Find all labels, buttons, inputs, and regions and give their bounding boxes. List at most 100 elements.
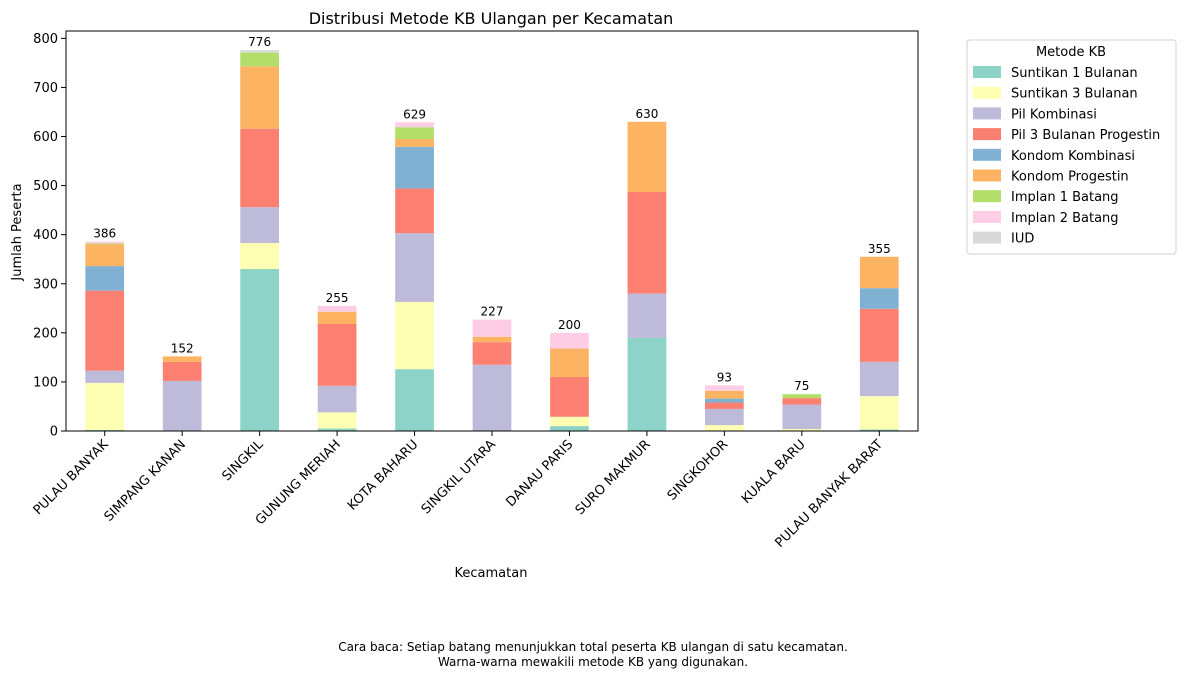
bar-singkil-kondom-progestin <box>240 66 279 129</box>
legend-swatch-kondom-kombinasi <box>973 148 1001 161</box>
y-tick-label: 700 <box>33 81 58 96</box>
bar-kota-baharu-implan-2-batang <box>395 122 434 128</box>
bar-singkohor-kondom-kombinasi <box>705 398 744 403</box>
bar-suro-makmur-pil-kombinasi <box>627 293 667 338</box>
bar-kuala-baru-suntikan-3-bulanan <box>782 429 822 431</box>
bar-singkil-implan-1-batang <box>240 52 279 67</box>
x-tick-label-pulau-banyak: PULAU BANYAK <box>31 437 112 518</box>
y-tick-label: 300 <box>33 277 58 292</box>
bar-suro-makmur-pil-3-bulanan-progestin <box>627 191 667 294</box>
total-label-singkohor: 93 <box>717 370 732 384</box>
y-tick-label: 0 <box>50 425 58 440</box>
bar-pulau-banyak-barat-pil-3-bulanan-progestin <box>859 308 899 362</box>
bar-singkil-utara-pil-kombinasi <box>472 364 512 431</box>
total-label-kuala-baru: 75 <box>794 379 809 393</box>
bar-pulau-banyak-implan-1-batang <box>85 243 125 245</box>
bar-gunung-meriah-pil-kombinasi <box>317 385 357 413</box>
bar-kuala-baru-pil-kombinasi <box>782 404 822 430</box>
legend-swatch-kondom-progestin <box>973 169 1001 182</box>
bars-layer <box>85 50 899 431</box>
bar-kuala-baru-pil-3-bulanan-progestin <box>782 398 822 405</box>
bar-singkohor-kondom-progestin <box>705 390 744 399</box>
bar-suro-makmur-kondom-progestin <box>627 121 667 192</box>
bar-pulau-banyak-barat-suntikan-1-bulanan <box>859 429 899 431</box>
bar-danau-paris-suntikan-1-bulanan <box>550 426 589 431</box>
bar-gunung-meriah-suntikan-1-bulanan <box>317 428 357 431</box>
total-label-pulau-banyak: 386 <box>93 227 116 241</box>
bar-kota-baharu-pil-kombinasi <box>395 233 434 302</box>
bar-gunung-meriah-suntikan-3-bulanan <box>317 412 357 429</box>
bar-suro-makmur-suntikan-1-bulanan <box>627 337 667 431</box>
bar-pulau-banyak-implan-2-batang <box>85 241 125 244</box>
bar-danau-paris-kondom-progestin <box>550 348 589 378</box>
legend-label-implan-2-batang: Implan 2 Batang <box>1011 211 1119 226</box>
bar-singkil-suntikan-1-bulanan <box>240 269 279 431</box>
legend-title: Metode KB <box>1036 45 1106 60</box>
total-label-gunung-meriah: 255 <box>326 291 349 305</box>
y-tick-label: 500 <box>33 179 58 194</box>
bar-singkohor-implan-2-batang <box>705 385 744 391</box>
bar-gunung-meriah-implan-2-batang <box>317 305 357 312</box>
y-tick-label: 400 <box>33 228 58 243</box>
x-tick-label-singkil: SINGKIL <box>219 437 267 485</box>
reading-note-line-1: Cara baca: Setiap batang menunjukkan tot… <box>338 640 848 654</box>
bar-simpang-kanan-pil-kombinasi <box>162 380 202 431</box>
bar-singkil-iud <box>240 50 279 53</box>
bar-gunung-meriah-kondom-progestin <box>317 311 357 325</box>
x-tick-label-danau-paris: DANAU PARIS <box>503 437 576 510</box>
bar-singkohor-pil-kombinasi <box>705 408 744 426</box>
bar-simpang-kanan-kondom-progestin <box>162 356 202 362</box>
y-tick-label: 200 <box>33 326 58 341</box>
x-tick-label-suro-makmur: SURO MAKMUR <box>573 437 654 518</box>
bar-singkil-pil-kombinasi <box>240 207 279 244</box>
bar-pulau-banyak-barat-suntikan-3-bulanan <box>859 396 899 430</box>
bar-kota-baharu-suntikan-3-bulanan <box>395 301 434 370</box>
legend-label-suntikan-1-bulanan: Suntikan 1 Bulanan <box>1011 66 1138 81</box>
legend-swatch-pil-kombinasi <box>973 107 1001 120</box>
bar-pulau-banyak-suntikan-3-bulanan <box>85 382 125 431</box>
y-tick-label: 800 <box>33 32 58 47</box>
legend-label-pil-3-bulanan-progestin: Pil 3 Bulanan Progestin <box>1011 128 1160 143</box>
legend-label-pil-kombinasi: Pil Kombinasi <box>1011 107 1097 122</box>
legend-label-iud: IUD <box>1011 232 1034 247</box>
x-tick-label-kuala-baru: KUALA BARU <box>739 437 809 507</box>
bar-danau-paris-implan-2-batang <box>550 332 589 349</box>
total-label-pulau-banyak-barat: 355 <box>868 242 891 256</box>
bar-kota-baharu-kondom-progestin <box>395 138 434 147</box>
x-tick-label-singkohor: SINGKOHOR <box>665 437 731 503</box>
bar-singkohor-pil-3-bulanan-progestin <box>705 402 744 409</box>
bar-singkil-utara-pil-3-bulanan-progestin <box>472 342 512 365</box>
legend-swatch-suntikan-1-bulanan <box>973 66 1001 78</box>
legend-swatch-iud <box>973 231 1001 244</box>
bar-pulau-banyak-pil-3-bulanan-progestin <box>85 290 125 371</box>
legend-swatch-suntikan-3-bulanan <box>973 86 1001 99</box>
bar-pulau-banyak-barat-kondom-kombinasi <box>859 288 899 309</box>
x-axis-label: Kecamatan <box>455 566 528 581</box>
x-tick-label-simpang-kanan: SIMPANG KANAN <box>102 437 189 524</box>
bar-danau-paris-suntikan-3-bulanan <box>550 416 589 427</box>
total-label-suro-makmur: 630 <box>635 107 658 121</box>
legend-swatch-pil-3-bulanan-progestin <box>973 128 1001 141</box>
bar-kota-baharu-kondom-kombinasi <box>395 146 434 189</box>
x-tick-label-singkil-utara: SINGKIL UTARA <box>419 437 499 517</box>
total-label-simpang-kanan: 152 <box>171 341 194 355</box>
total-label-singkil-utara: 227 <box>481 305 504 319</box>
bar-singkil-pil-3-bulanan-progestin <box>240 128 279 208</box>
legend-label-kondom-kombinasi: Kondom Kombinasi <box>1011 149 1135 164</box>
bar-pulau-banyak-kondom-kombinasi <box>85 266 125 291</box>
y-axis-label: Jumlah Peserta <box>10 183 25 281</box>
bar-simpang-kanan-pil-3-bulanan-progestin <box>162 361 202 381</box>
legend-swatch-implan-1-batang <box>973 190 1001 203</box>
bar-pulau-banyak-barat-kondom-progestin <box>859 256 899 289</box>
legend-frame <box>966 39 1177 255</box>
reading-note-line-2: Warna-warna mewakili metode KB yang digu… <box>437 655 749 669</box>
bar-singkil-utara-implan-2-batang <box>472 319 512 337</box>
bar-singkil-suntikan-3-bulanan <box>240 243 279 270</box>
bar-kota-baharu-implan-1-batang <box>395 127 434 139</box>
legend: Metode KB Suntikan 1 Bulanan Suntikan 3 B… <box>966 39 1177 255</box>
x-tick-label-kota-baharu: KOTA BAHARU <box>345 437 421 513</box>
bar-gunung-meriah-pil-3-bulanan-progestin <box>317 324 357 386</box>
